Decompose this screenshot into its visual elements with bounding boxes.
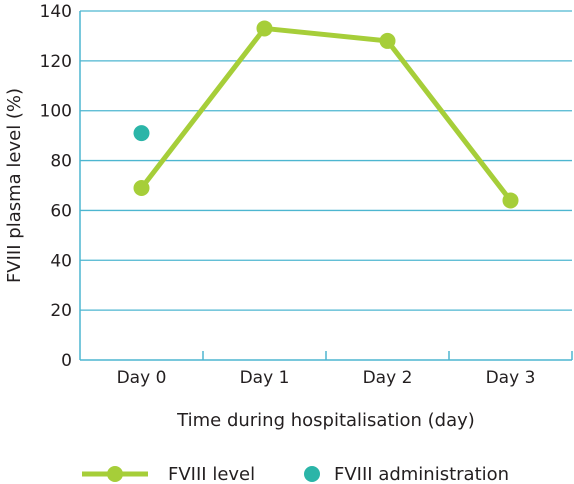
- y-tick-label: 140: [40, 2, 72, 22]
- legend-label: FVIII administration: [334, 464, 509, 484]
- data-point-fviii-level: [256, 20, 273, 37]
- y-tick-label: 60: [50, 201, 72, 221]
- y-tick-label: 80: [50, 152, 72, 172]
- y-tick-label: 20: [50, 301, 72, 321]
- x-tick-label: Day 0: [117, 368, 167, 388]
- y-tick-labels: 0 20 40 60 80 100 120 140: [40, 2, 72, 371]
- legend-item: FVIII level: [82, 464, 255, 484]
- legend-label: FVIII level: [168, 464, 255, 484]
- x-tick-label: Day 3: [486, 368, 536, 388]
- y-tick-label: 100: [40, 102, 72, 122]
- legend: FVIII level FVIII administration: [82, 464, 509, 484]
- x-axis-title: Time during hospitalisation (day): [176, 410, 475, 431]
- axes: [79, 11, 573, 361]
- legend-item: FVIII administration: [304, 464, 509, 484]
- y-axis-title: FVIII plasma level (%): [4, 88, 25, 283]
- x-tick-labels: Day 0 Day 1 Day 2 Day 3: [117, 368, 536, 388]
- data-point-fviii-administration: [133, 125, 150, 142]
- legend-swatch-marker: [304, 466, 320, 482]
- data-point-fviii-level: [502, 192, 519, 209]
- y-tick-label: 40: [50, 251, 72, 271]
- data-point-fviii-level: [379, 32, 396, 49]
- x-tick-label: Day 1: [240, 368, 290, 388]
- data-point-fviii-level: [133, 179, 150, 196]
- data-series: [133, 20, 519, 209]
- series-line-fviii-level: [139, 25, 513, 202]
- y-tick-label: 0: [61, 351, 72, 371]
- legend-swatch-marker: [107, 466, 123, 482]
- gridlines: [80, 10, 572, 311]
- x-tick-label: Day 2: [363, 368, 413, 388]
- y-tick-label: 120: [40, 52, 72, 72]
